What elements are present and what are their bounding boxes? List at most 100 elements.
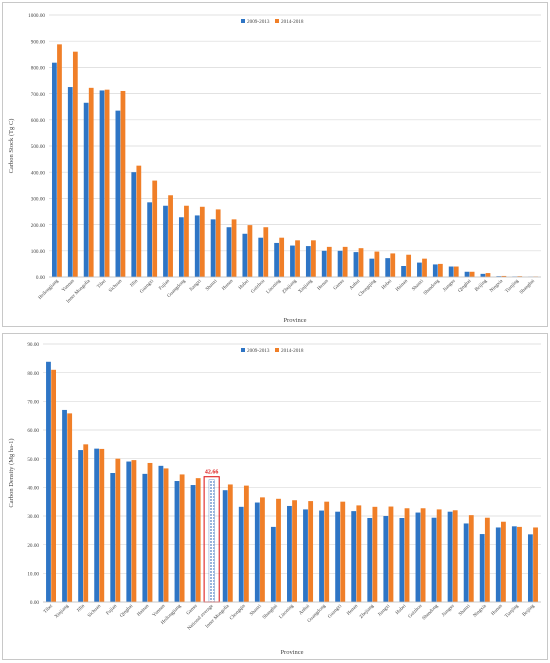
y-tick-label: 700.00 xyxy=(31,92,46,98)
y-tick-label: 200.00 xyxy=(31,223,46,229)
x-tick-label: Shandong xyxy=(422,604,440,622)
bar-2009-2013 xyxy=(321,250,327,277)
bar-2014-2018 xyxy=(308,501,314,602)
bar-2014-2018 xyxy=(227,484,233,602)
bar-2014-2018 xyxy=(120,90,126,277)
x-tick-label: Sichuan xyxy=(87,604,102,619)
bar-2014-2018 xyxy=(179,474,185,602)
y-tick-label: 500.00 xyxy=(31,144,46,150)
x-tick-label: Guangxi xyxy=(139,278,155,294)
bar-2014-2018 xyxy=(500,521,506,602)
x-tick-label: Guangxi xyxy=(327,603,343,619)
x-tick-label: Jiangxi xyxy=(189,278,203,292)
y-tick-label: 30.00 xyxy=(27,514,39,520)
legend-swatch-2009-2013 xyxy=(241,348,245,352)
bar-2014-2018 xyxy=(533,527,538,602)
y-tick-label: 300.00 xyxy=(31,197,46,203)
y-tick-label: 60.00 xyxy=(27,428,39,434)
bar-2009-2013 xyxy=(147,202,153,277)
x-tick-label: Liaoning xyxy=(279,604,296,621)
highlight-value-label: 42.66 xyxy=(205,470,219,476)
x-tick-label: Shanxi xyxy=(249,603,263,617)
bar-2009-2013 xyxy=(226,227,232,277)
x-tick-label: Henan xyxy=(346,604,359,617)
x-tick-label: Beijing xyxy=(474,279,488,293)
x-tick-label: Gansu xyxy=(186,604,199,617)
y-tick-label: 10.00 xyxy=(27,572,39,578)
y-tick-label: 90.00 xyxy=(27,342,39,348)
legend-swatch-2009-2013 xyxy=(241,19,245,23)
bar-2009-2013 xyxy=(52,62,57,278)
x-tick-label: Hainan xyxy=(137,604,151,618)
y-tick-label: 900.00 xyxy=(31,39,46,45)
legend-label-2014-2018: 2014-2018 xyxy=(281,19,304,25)
bar-2009-2013 xyxy=(447,511,453,602)
bar-2009-2013 xyxy=(210,219,216,277)
bar-2009-2013 xyxy=(131,172,137,277)
bar-2014-2018 xyxy=(468,515,474,602)
bar-2009-2013 xyxy=(527,534,533,602)
bar-2009-2013 xyxy=(351,511,357,602)
y-tick-label: 400.00 xyxy=(31,170,46,176)
bar-2009-2013 xyxy=(399,518,405,602)
legend: 2009-2013 2014-2018 xyxy=(241,348,304,354)
x-tick-label: Anhui xyxy=(299,603,312,616)
bar-2009-2013 xyxy=(254,502,260,602)
bar-2009-2013 xyxy=(258,237,264,277)
x-tick-label: Shanxi xyxy=(205,278,219,292)
bar-2009-2013 xyxy=(431,517,437,602)
bar-2014-2018 xyxy=(324,501,330,602)
x-tick-label: Jilin xyxy=(76,604,86,614)
x-tick-label: Fujian xyxy=(106,604,119,617)
bar-2014-2018 xyxy=(484,517,490,602)
bar-2009-2013 xyxy=(448,266,454,277)
bar-2009-2013 xyxy=(178,217,184,277)
bar-2009-2013 xyxy=(238,506,244,602)
bar-2009-2013 xyxy=(367,518,373,602)
y-axis-title: Carbon Stock (Tg C) xyxy=(8,119,15,174)
bar-2014-2018 xyxy=(388,506,394,602)
x-tick-label: Ningxia xyxy=(489,278,504,293)
bar-2009-2013 xyxy=(417,262,422,277)
bar-2014-2018 xyxy=(276,498,281,602)
x-tick-label: Yunnan xyxy=(152,604,167,619)
y-tick-label: 0.00 xyxy=(36,275,45,281)
bar-2014-2018 xyxy=(57,44,62,278)
legend-label-2014-2018: 2014-2018 xyxy=(281,348,304,354)
x-tick-label: Qinghai xyxy=(119,603,134,618)
bar-2014-2018 xyxy=(374,251,380,277)
bar-2009-2013 xyxy=(78,450,84,602)
bar-2009-2013 xyxy=(67,87,73,277)
bar-2009-2013 xyxy=(190,485,196,602)
bar-2014-2018 xyxy=(67,413,73,602)
x-tick-label: Hubei xyxy=(395,603,408,616)
x-tick-label: Jiangsu xyxy=(442,279,456,293)
x-tick-label: Shandong xyxy=(423,279,441,297)
bar-2014-2018 xyxy=(152,180,158,277)
bar-2009-2013 xyxy=(401,265,406,277)
bar-2014-2018 xyxy=(88,87,94,277)
y-tick-label: 800.00 xyxy=(31,66,46,72)
x-tick-label: Tibet xyxy=(97,278,108,289)
carbon-density-chart-panel: 0.00 10.00 20.00 30.00 40.00 50.00 60.00 70.00 8… xyxy=(2,333,548,660)
x-tick-label: Hainan xyxy=(395,279,409,293)
bar-2014-2018 xyxy=(422,258,427,277)
bar-2014-2018 xyxy=(485,273,491,277)
x-tick-label: Shanghai xyxy=(262,603,279,620)
x-tick-label: Zhejiang xyxy=(282,279,298,295)
bar-2014-2018 xyxy=(469,271,475,277)
y-tick-label: 40.00 xyxy=(27,486,39,492)
bar-2014-2018 xyxy=(199,206,205,277)
bar-2009-2013 xyxy=(335,511,341,602)
x-axis-title: Province xyxy=(280,649,303,656)
bar-2014-2018 xyxy=(453,266,459,277)
bar-2014-2018 xyxy=(420,508,426,602)
bar-2009-2013 xyxy=(463,523,469,602)
x-tick-label: Shanxi xyxy=(412,278,426,292)
x-tick-label: Hebei xyxy=(381,278,393,290)
bar-2009-2013 xyxy=(46,361,51,602)
bar-2009-2013 xyxy=(83,102,89,278)
bar-2014-2018 xyxy=(263,227,269,277)
bar-2009-2013 xyxy=(432,264,438,277)
x-tick-label: Shanxi xyxy=(458,603,472,617)
